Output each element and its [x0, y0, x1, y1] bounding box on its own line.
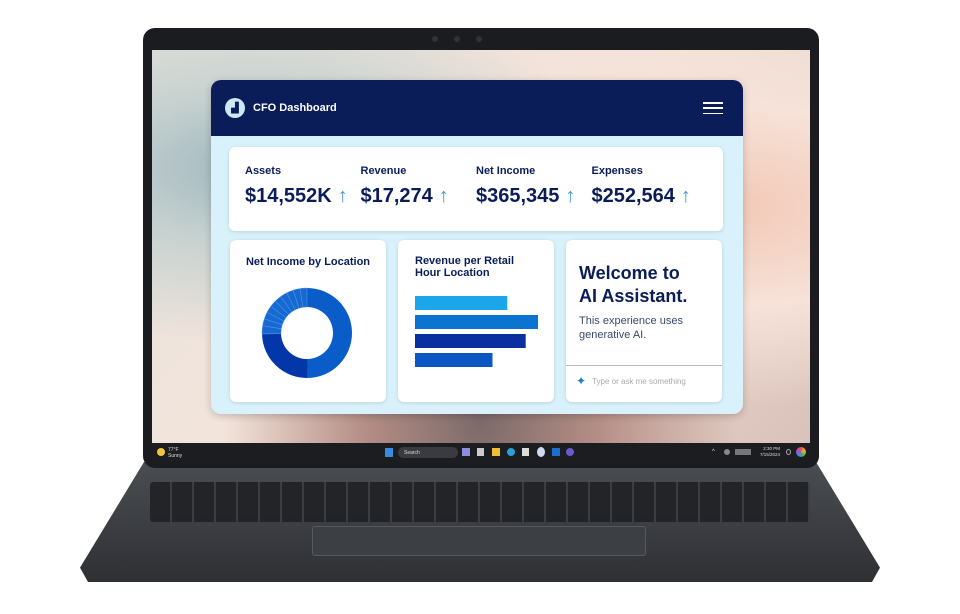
notification-icon[interactable] — [786, 449, 791, 455]
ask-input[interactable]: ✦ Type or ask me something — [576, 374, 686, 388]
kpi-label: Expenses — [591, 165, 643, 177]
edge-icon[interactable] — [507, 448, 515, 456]
app-title: CFO Dashboard — [253, 102, 337, 114]
donut-segment[interactable] — [262, 333, 308, 378]
kpi-expenses: Expenses $252,564 ↑ — [592, 165, 708, 213]
arrow-up-icon: ↑ — [680, 185, 691, 207]
kpi-net-income: Net Income $365,345 ↑ — [476, 165, 592, 213]
revenue-card[interactable]: Revenue per Retail Hour Location — [398, 240, 554, 402]
weather-desc: Sunny — [168, 453, 183, 459]
donut-chart — [261, 287, 353, 378]
arrow-up-icon: ↑ — [565, 185, 576, 207]
subtitle-line2: generative AI. — [579, 329, 647, 341]
keyboard — [150, 482, 810, 522]
kpi-label: Net Income — [476, 165, 536, 177]
ai-assistant-card: Welcome to AI Assistant. This experience… — [566, 240, 722, 402]
arrow-up-icon: ↑ — [337, 185, 348, 207]
search-box[interactable]: Search — [398, 447, 458, 458]
time: 2:30 PM — [763, 446, 781, 451]
arrow-up-icon: ↑ — [438, 185, 449, 207]
welcome-line1: Welcome to — [579, 263, 680, 283]
app-icon[interactable] — [477, 448, 484, 456]
kpi-label: Revenue — [360, 165, 407, 177]
bar[interactable] — [415, 353, 493, 367]
outlook-icon[interactable] — [552, 448, 560, 456]
sensor-icon — [454, 36, 460, 42]
taskview-icon[interactable] — [462, 448, 470, 456]
divider — [566, 365, 722, 366]
ask-placeholder: Type or ask me something — [592, 376, 686, 386]
kpi-value: $365,345 — [476, 185, 560, 207]
card-title: Net Income by Location — [245, 256, 371, 268]
teams-icon[interactable] — [566, 448, 574, 456]
search-label: Search — [404, 450, 420, 456]
chevron-up-icon[interactable]: ^ — [712, 449, 715, 455]
kpi-label: Assets — [245, 165, 282, 177]
taskbar: 77°F Sunny Search ^ 2:30 PM 7/15/2024 — [152, 443, 810, 463]
start-icon[interactable] — [385, 448, 393, 457]
bar-chart — [415, 296, 538, 367]
weather-temp: 77°F — [168, 447, 179, 453]
bar[interactable] — [415, 334, 526, 348]
hamburger-icon[interactable] — [703, 102, 723, 114]
kpi-value: $14,552K — [245, 185, 332, 207]
kpi-revenue: Revenue $17,274 ↑ — [361, 165, 477, 213]
card-title-line2: Hour Location — [415, 267, 490, 279]
donut-segment[interactable] — [299, 287, 308, 308]
app-icon[interactable] — [537, 447, 545, 457]
cfo-dashboard: ▟ CFO Dashboard Assets $14,552K ↑ Revenue $… — [211, 80, 743, 414]
notepad-icon[interactable] — [522, 448, 529, 456]
camera-icon — [432, 36, 438, 42]
dashboard-header: ▟ CFO Dashboard — [211, 80, 743, 136]
folder-icon[interactable] — [492, 448, 500, 456]
sparkle-icon: ✦ — [576, 374, 587, 388]
net-income-card[interactable]: Net Income by Location — [230, 240, 386, 402]
touchpad — [312, 526, 646, 556]
weather-icon[interactable] — [157, 448, 165, 456]
clock[interactable]: 2:30 PM 7/15/2024 — [760, 446, 780, 458]
copilot-icon[interactable] — [796, 447, 806, 457]
subtitle-line1: This experience uses — [579, 315, 683, 327]
kpi-card: Assets $14,552K ↑ Revenue $17,274 ↑ Net Inco… — [229, 147, 723, 231]
bar[interactable] — [415, 296, 508, 310]
card-title-line1: Revenue per Retail — [415, 255, 515, 267]
bar[interactable] — [415, 315, 538, 329]
laptop-base — [80, 462, 880, 582]
wifi-volume-battery-icon[interactable] — [735, 449, 751, 455]
chart-icon: ▟ — [225, 98, 245, 118]
date: 7/15/2024 — [760, 452, 781, 457]
sensor-icon — [476, 36, 482, 42]
kpi-assets: Assets $14,552K ↑ — [245, 165, 361, 213]
donut-segment[interactable] — [307, 288, 353, 378]
welcome-line2: AI Assistant. — [579, 286, 688, 306]
globe-icon[interactable] — [724, 449, 730, 455]
kpi-value: $252,564 — [591, 185, 675, 207]
kpi-value: $17,274 — [360, 185, 433, 207]
